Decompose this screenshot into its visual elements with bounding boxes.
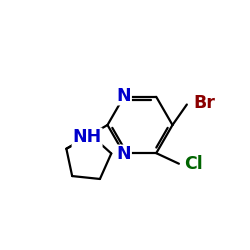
Text: NH: NH	[72, 128, 102, 146]
Text: Br: Br	[194, 94, 216, 112]
Text: N: N	[116, 86, 131, 104]
Text: Cl: Cl	[184, 155, 203, 173]
Text: N: N	[116, 146, 131, 164]
